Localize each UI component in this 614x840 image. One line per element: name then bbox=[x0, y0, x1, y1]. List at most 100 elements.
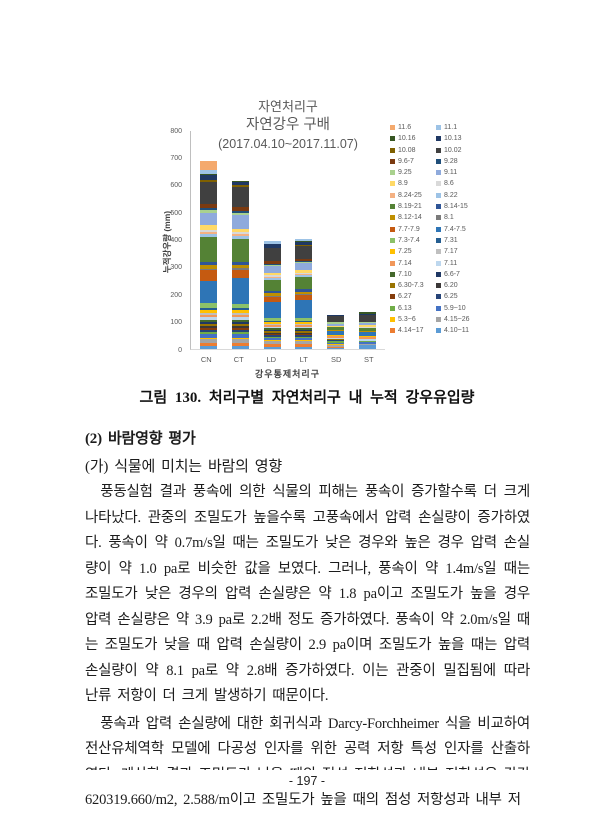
bar-segment bbox=[200, 237, 218, 262]
legend-swatch bbox=[390, 294, 395, 300]
legend-label: 7.25 bbox=[398, 248, 412, 256]
chart-title-line1: 자연처리구 bbox=[258, 99, 318, 114]
bar-segment bbox=[232, 268, 249, 270]
x-axis-tick: ST bbox=[363, 355, 374, 364]
bar-segment bbox=[295, 289, 313, 292]
bar-segment bbox=[295, 328, 313, 330]
bar-segment bbox=[263, 331, 281, 333]
bar-segment bbox=[263, 241, 281, 244]
bar-segment bbox=[263, 324, 281, 326]
legend-label: 6.30-7.3 bbox=[398, 282, 424, 290]
legend-label: 7.7-7.9 bbox=[398, 225, 420, 233]
bar-segment bbox=[200, 334, 218, 338]
bar-segment bbox=[295, 277, 313, 290]
bar-segment bbox=[327, 339, 345, 341]
legend-item: 8.12-14 bbox=[390, 214, 436, 221]
bar-segment bbox=[200, 229, 218, 232]
bar-segment bbox=[200, 328, 218, 330]
bar-slot bbox=[320, 131, 352, 349]
legend-swatch bbox=[436, 317, 441, 323]
x-axis-tick: CN bbox=[200, 355, 212, 364]
body-text: (2) 바람영향 평가 (가) 식물에 미치는 바람의 영향 풍동실험 결과 풍… bbox=[85, 427, 530, 814]
bar-segment bbox=[295, 344, 313, 347]
legend-swatch bbox=[390, 170, 395, 176]
legend-item: 7.14 bbox=[390, 260, 436, 267]
bar-segment bbox=[263, 248, 281, 262]
bar-segment bbox=[263, 244, 281, 248]
bar-segment bbox=[200, 264, 218, 269]
bar-segment bbox=[232, 186, 249, 208]
bar-segment bbox=[200, 270, 218, 282]
legend-swatch bbox=[390, 158, 395, 164]
legend-swatch bbox=[436, 328, 441, 334]
bar-segment bbox=[200, 319, 218, 322]
bar-segment bbox=[327, 327, 345, 331]
bar-segment bbox=[232, 329, 249, 333]
bar-segment bbox=[358, 325, 376, 327]
bar-segment bbox=[200, 343, 218, 347]
x-axis-tick: CT bbox=[233, 355, 244, 364]
legend-label: 7.14 bbox=[398, 259, 412, 267]
legend-swatch bbox=[390, 260, 395, 266]
legend-swatch bbox=[436, 283, 441, 289]
legend-swatch bbox=[436, 181, 441, 187]
bar-segment bbox=[200, 160, 218, 170]
legend-item: 4.10~11 bbox=[436, 327, 480, 334]
y-axis-tick: 300 bbox=[170, 264, 182, 272]
bar-segment bbox=[263, 295, 281, 297]
legend-label: 4.15~26 bbox=[444, 316, 470, 324]
legend-swatch bbox=[390, 249, 395, 255]
legend-label: 9.11 bbox=[444, 169, 458, 177]
x-axis-title: 강우통제처리구 bbox=[255, 369, 320, 379]
bar-segment bbox=[295, 262, 313, 264]
bar-segment bbox=[295, 324, 313, 326]
chart-title-line2: 자연강우 구배 bbox=[245, 117, 331, 133]
bar-segment bbox=[232, 262, 249, 265]
legend-label: 8.19-21 bbox=[398, 203, 422, 211]
legend-swatch bbox=[436, 136, 441, 142]
bar-segment bbox=[200, 313, 218, 315]
bar-segment bbox=[327, 346, 345, 348]
y-axis-tick: 700 bbox=[170, 154, 182, 162]
legend-swatch bbox=[390, 328, 395, 334]
bar-segment bbox=[200, 231, 218, 235]
bar-segment bbox=[295, 334, 313, 336]
legend-swatch bbox=[436, 260, 441, 266]
bar-segment bbox=[200, 180, 218, 182]
legend-label: 9.25 bbox=[398, 169, 412, 177]
legend-label: 8.1 bbox=[444, 214, 454, 222]
bar-segment bbox=[232, 332, 249, 335]
bar-segment bbox=[358, 335, 376, 338]
bar-segment bbox=[327, 316, 345, 323]
bar-segment bbox=[200, 303, 218, 308]
bar-segment bbox=[295, 336, 313, 339]
bar-segment bbox=[358, 345, 376, 349]
bar-segment bbox=[327, 331, 345, 335]
bar-segment bbox=[232, 207, 249, 212]
subsection-heading: (가) 식물에 미치는 바람의 영향 bbox=[85, 458, 282, 475]
legend-label: 7.17 bbox=[444, 248, 458, 256]
legend-item: 6.13 bbox=[390, 305, 436, 312]
bar-segment bbox=[200, 346, 218, 349]
stacked-bar-cn bbox=[200, 160, 218, 349]
bar-segment bbox=[200, 175, 218, 181]
bar-segment bbox=[200, 225, 218, 230]
bar-segment bbox=[263, 296, 281, 302]
legend-swatch bbox=[390, 283, 395, 289]
bar-segment bbox=[295, 270, 313, 273]
bar-segment bbox=[295, 241, 313, 245]
paragraph-wind-effect: 풍동실험 결과 풍속에 의한 식물의 피해는 풍속이 증가할수록 더 크게 나타… bbox=[85, 484, 530, 704]
bar-segment bbox=[327, 341, 345, 343]
legend-item: 11.1 bbox=[436, 124, 480, 131]
x-axis-tick: LD bbox=[266, 355, 277, 364]
legend-item: 7.31 bbox=[436, 237, 480, 244]
legend-label: 10.13 bbox=[444, 135, 462, 143]
legend-swatch bbox=[390, 226, 395, 232]
legend-label: 10.08 bbox=[398, 146, 416, 154]
bar-segment bbox=[263, 317, 281, 321]
bar-segment bbox=[263, 276, 281, 279]
chart-title-line3: (2017.04.10~2017.11.07) bbox=[218, 137, 358, 151]
bar-segment bbox=[327, 314, 345, 317]
bar-segment bbox=[232, 233, 249, 237]
